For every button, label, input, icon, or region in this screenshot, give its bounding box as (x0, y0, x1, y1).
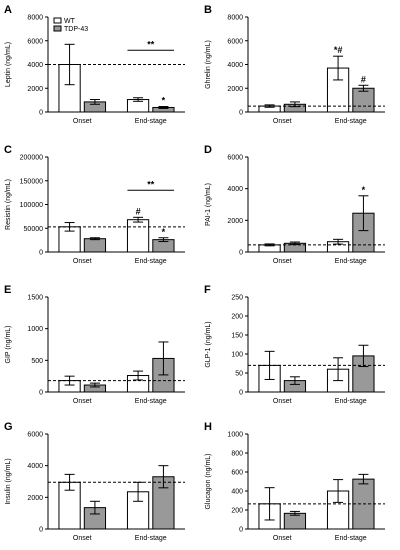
y-tick-label: 0 (39, 527, 43, 534)
y-tick-label: 1000 (227, 432, 243, 439)
category-label: Onset (273, 258, 292, 265)
y-tick-label: 2000 (227, 86, 243, 93)
legend-label-tdp43: TDP-43 (64, 26, 88, 33)
bar-tdp43-1 (352, 87, 375, 113)
y-tick-label: 8000 (227, 15, 243, 22)
y-tick-label: 8000 (27, 15, 43, 22)
y-tick-label: 0 (39, 110, 43, 117)
y-axis-label: GIP (ng/mL) (5, 326, 12, 364)
y-tick-label: 6000 (27, 432, 43, 439)
panel-c-letter: C (4, 144, 12, 156)
y-tick-label: 250 (231, 295, 243, 302)
y-axis-label: Insulin (ng/mL) (5, 458, 12, 504)
category-label: End-stage (335, 258, 367, 265)
significance-mark: # (361, 74, 366, 84)
category-label: End-stage (335, 398, 367, 405)
bar-wt-1 (126, 219, 150, 253)
significance-mark: * (362, 185, 366, 195)
y-tick-label: 6000 (227, 155, 243, 162)
y-tick-label: 4000 (227, 186, 243, 193)
category-label: Onset (273, 398, 292, 405)
panel-a-letter: A (4, 4, 12, 16)
y-tick-label: 0 (239, 527, 243, 534)
y-tick-label: 4000 (227, 62, 243, 69)
panel-g: G 0 2000 4000 6000 Insulin (ng/mL) Onset End-st… (4, 421, 185, 542)
y-tick-label: 200000 (20, 155, 43, 162)
bracket-mark: ** (147, 39, 155, 49)
panel-e-letter: E (4, 284, 11, 296)
y-tick-label: 4000 (27, 463, 43, 470)
panel-f: F 0 50 100 150 200 250 GLP-1 (ng/mL) Onset End-st… (204, 284, 385, 405)
panel-e: E 0 500 1000 1500 GIP (ng/mL) Onset End-stage (4, 284, 185, 405)
category-label: Onset (273, 118, 292, 125)
y-tick-label: 1500 (27, 295, 43, 302)
y-tick-label: 100 (231, 352, 243, 359)
y-axis-label: PAI-1 (ng/mL) (205, 183, 212, 226)
significance-mark: * (162, 227, 166, 237)
y-tick-label: 50000 (24, 226, 44, 233)
y-axis-label: Glucagon (ng/mL) (205, 453, 212, 509)
panel-b-letter: B (204, 4, 212, 16)
category-label: Onset (73, 258, 92, 265)
y-tick-label: 0 (239, 250, 243, 257)
y-tick-label: 2000 (27, 495, 43, 502)
y-axis-label: GLP-1 (ng/mL) (205, 321, 212, 367)
y-tick-label: 4000 (27, 62, 43, 69)
significance-mark: *# (334, 45, 343, 55)
bracket-mark: ** (147, 179, 155, 189)
legend-swatch-wt (53, 17, 62, 24)
significance-mark: * (162, 96, 166, 106)
y-axis-label: Ghrelin (ng/mL) (205, 40, 212, 89)
y-tick-label: 800 (231, 451, 243, 458)
y-tick-label: 0 (239, 390, 243, 397)
y-tick-label: 0 (39, 250, 43, 257)
y-tick-label: 400 (231, 489, 243, 496)
y-tick-label: 2000 (27, 86, 43, 93)
y-axis-label: Leptin (ng/mL) (5, 42, 12, 87)
panel-c: C 0 50000 100000 150000 200000 Resistin (ng/mL… (4, 144, 185, 265)
y-tick-label: 0 (39, 390, 43, 397)
category-label: Onset (73, 398, 92, 405)
category-label: End-stage (135, 398, 167, 405)
y-tick-label: 150 (231, 333, 243, 340)
panel-a: A 0 2000 4000 6000 8000 Leptin (ng/mL) Onset End… (4, 4, 185, 125)
y-axis-label: Resistin (ng/mL) (5, 179, 12, 230)
significance-mark: # (136, 206, 141, 216)
category-label: End-stage (135, 118, 167, 125)
y-tick-label: 0 (239, 110, 243, 117)
panel-g-letter: G (4, 421, 13, 433)
panel-h: H 0 200 400 600 800 1000 Glucagon (ng/mL) Onset E… (204, 421, 385, 542)
y-tick-label: 200 (231, 314, 243, 321)
y-tick-label: 1000 (27, 326, 43, 333)
y-tick-label: 500 (31, 358, 43, 365)
panel-b: B 0 2000 4000 6000 8000 Ghrelin (ng/mL) Onset En… (204, 4, 385, 125)
panel-d: D 0 2000 4000 6000 PAI-1 (ng/mL) Onset End-stag… (204, 144, 385, 265)
legend-swatch-tdp43 (53, 25, 62, 32)
y-tick-label: 50 (235, 371, 243, 378)
panel-d-letter: D (204, 144, 212, 156)
y-tick-label: 600 (231, 470, 243, 477)
y-tick-label: 200 (231, 508, 243, 515)
panel-f-letter: F (204, 284, 211, 296)
bar-tdp43-0 (83, 238, 107, 253)
category-label: Onset (73, 535, 92, 542)
y-tick-label: 6000 (227, 38, 243, 45)
category-label: End-stage (135, 258, 167, 265)
panel-h-letter: H (204, 421, 212, 433)
y-tick-label: 100000 (20, 202, 43, 209)
category-label: Onset (273, 535, 292, 542)
y-tick-label: 6000 (27, 38, 43, 45)
category-label: End-stage (135, 535, 167, 542)
category-label: End-stage (335, 535, 367, 542)
y-tick-label: 150000 (20, 178, 43, 185)
category-label: Onset (73, 118, 92, 125)
y-tick-label: 2000 (227, 218, 243, 225)
category-label: End-stage (335, 118, 367, 125)
legend-label-wt: WT (64, 18, 76, 25)
